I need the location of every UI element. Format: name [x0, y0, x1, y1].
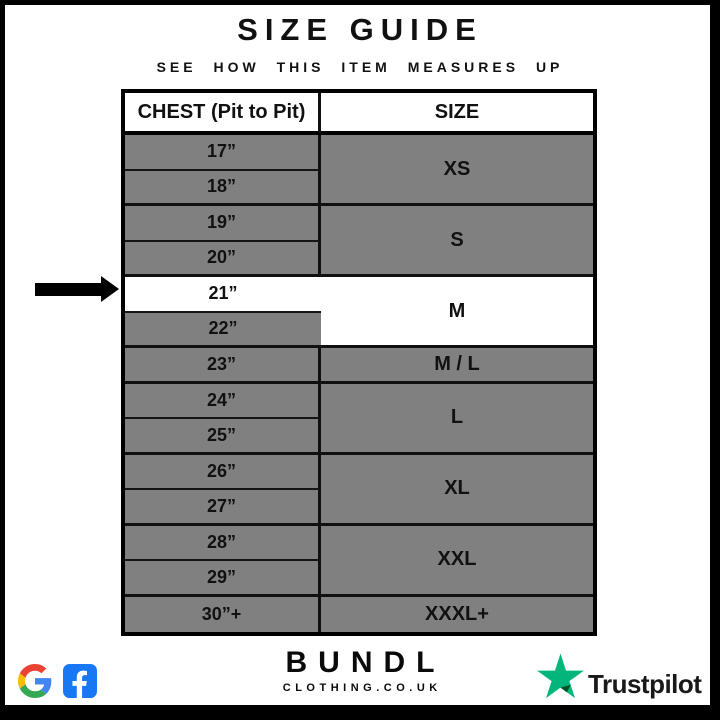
table-cell-chest: 29” — [125, 561, 321, 597]
table-cell-chest: 27” — [125, 490, 321, 526]
table-cell-chest: 22” — [125, 312, 321, 348]
size-guide-table: CHEST (Pit to Pit) SIZE 17” 18” 19” 20” … — [121, 89, 597, 636]
table-cell-size-xxxl: XXXL+ — [321, 596, 593, 632]
selected-row-arrow-icon — [35, 276, 119, 303]
table-cell-size-m-highlighted: M — [321, 277, 593, 348]
table-cell-size-xs: XS — [321, 135, 593, 206]
table-cell-chest: 25” — [125, 419, 321, 455]
page-title: SIZE GUIDE — [237, 12, 483, 47]
table-cell-size-m-l: M / L — [321, 348, 593, 384]
trustpilot-star-icon — [537, 653, 584, 704]
brand-logo: BUNDL CLOTHING.CO.UK — [200, 646, 520, 695]
table-cell-chest: 26” — [125, 454, 321, 490]
column-header-size: SIZE — [321, 93, 593, 135]
table-cell-size-l: L — [321, 383, 593, 455]
table-cell-size-xxl: XXL — [321, 525, 593, 597]
instagram-camera-outline — [113, 688, 117, 693]
instagram-camera-flash — [97, 691, 101, 694]
trustpilot-label: Trustpilot — [588, 669, 702, 699]
table-cell-chest: 28” — [125, 525, 321, 561]
instagram-camera-lens — [102, 678, 114, 689]
table-cell-chest: 24” — [125, 383, 321, 419]
table-cell-chest: 20” — [125, 241, 321, 277]
table-cell-chest-highlighted: 21” — [125, 277, 321, 313]
arrow-shaft — [35, 283, 102, 296]
facebook-icon[interactable] — [63, 664, 97, 703]
table-cell-chest: 18” — [125, 170, 321, 206]
table-cell-chest: 19” — [125, 206, 321, 242]
table-cell-chest: 17” — [125, 135, 321, 171]
trustpilot-logo[interactable]: Trustpilot — [537, 653, 702, 704]
table-cell-size-s: S — [321, 206, 593, 277]
table-cell-size-xl: XL — [321, 454, 593, 526]
column-header-chest: CHEST (Pit to Pit) — [125, 93, 321, 135]
page-subtitle: SEE HOW THIS ITEM MEASURES UP — [156, 59, 564, 75]
arrow-head — [101, 276, 119, 302]
brand-name: BUNDL — [285, 646, 446, 679]
table-cell-chest: 23” — [125, 348, 321, 384]
table-cell-chest: 30”+ — [125, 596, 321, 632]
social-icons — [18, 664, 117, 703]
google-icon[interactable] — [18, 664, 52, 703]
brand-domain: CLOTHING.CO.UK — [282, 682, 442, 694]
